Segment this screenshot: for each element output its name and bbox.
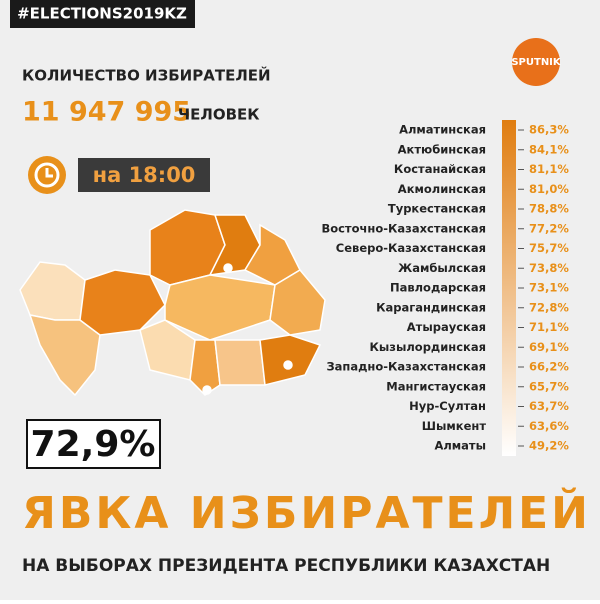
region-value: 69,1%	[529, 340, 569, 354]
map-region	[214, 339, 266, 386]
subtitle: НА ВЫБОРАХ ПРЕЗИДЕНТА РЕСПУБЛИКИ КАЗАХСТ…	[22, 556, 550, 576]
region-value: 81,0%	[529, 182, 569, 196]
capital-marker	[223, 263, 233, 273]
region-name: Кызылординская	[370, 340, 487, 354]
region-name: Акмолинская	[398, 182, 486, 196]
region-name: Карагандинская	[376, 300, 486, 314]
map-region	[259, 334, 322, 386]
city-marker	[283, 360, 293, 370]
region-name: Костанайская	[394, 162, 486, 176]
region-name: Павлодарская	[390, 281, 486, 295]
region-value: 63,6%	[529, 419, 569, 433]
region-value: 65,7%	[529, 379, 569, 393]
region-name: Туркестанская	[388, 202, 486, 216]
region-value: 72,8%	[529, 300, 569, 314]
region-name: Атырауская	[407, 320, 486, 334]
city-marker	[202, 385, 212, 395]
region-name: Алматинская	[399, 123, 486, 137]
region-list: Алматинская 86,3% Актюбинская 84,1% Костанай…	[321, 123, 569, 453]
region-value: 86,3%	[529, 123, 569, 137]
region-name: Мангистауская	[386, 379, 486, 393]
time-label: на 18:00	[93, 163, 196, 187]
region-value: 81,1%	[529, 162, 569, 176]
region-value: 66,2%	[529, 360, 569, 374]
region-name: Нур-Султан	[409, 399, 486, 413]
logo-badge	[512, 38, 560, 86]
region-name: Актюбинская	[398, 142, 486, 156]
map-region	[79, 269, 166, 336]
region-name: Жамбылская	[398, 261, 486, 275]
map-region	[269, 269, 326, 336]
time-box	[78, 158, 210, 192]
region-name: Северо-Казахстанская	[336, 241, 486, 255]
region-value: 78,8%	[529, 202, 569, 216]
region-value: 71,1%	[529, 320, 569, 334]
region-name: Алматы	[434, 439, 486, 453]
hashtag: #ELECTIONS2019KZ	[17, 5, 187, 23]
region-name: Западно-Казахстанская	[326, 360, 486, 374]
logo: SPUTNIK	[511, 57, 562, 68]
map-region	[28, 314, 101, 397]
clock-face	[34, 162, 60, 188]
region-value: 73,1%	[529, 281, 569, 295]
region-name: Восточно-Казахстанская	[321, 221, 486, 235]
turnout-value: 72,9%	[31, 424, 156, 465]
turnout-box	[26, 419, 161, 469]
clock-hands	[45, 168, 53, 178]
map-region	[164, 274, 276, 341]
region-value: 63,7%	[529, 399, 569, 413]
map-region	[189, 339, 221, 396]
title: ЯВКА ИЗБИРАТЕЛЕЙ	[22, 486, 591, 539]
region-name: Шымкент	[422, 419, 487, 433]
region-value: 75,7%	[529, 241, 569, 255]
hashtag-box	[10, 0, 195, 28]
region-value: 73,8%	[529, 261, 569, 275]
region-value: 49,2%	[529, 439, 569, 453]
gradient-scale	[502, 120, 516, 456]
region-value: 84,1%	[529, 142, 569, 156]
voters-count: 11 947 995	[22, 97, 191, 128]
map	[19, 209, 326, 397]
voters-label: КОЛИЧЕСТВО ИЗБИРАТЕЛЕЙ	[22, 66, 271, 85]
region-value: 77,2%	[529, 221, 569, 235]
voters-unit: ЧЕЛОВЕК	[178, 106, 260, 124]
